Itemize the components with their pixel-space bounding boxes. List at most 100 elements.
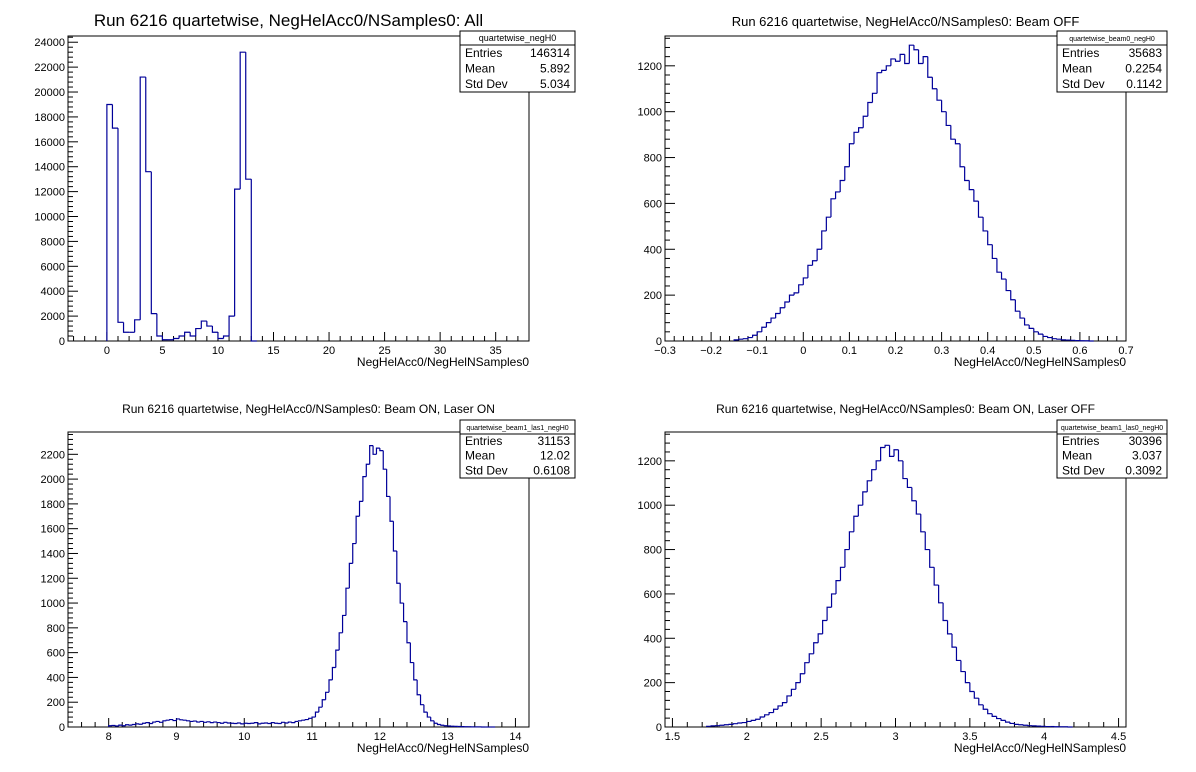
histogram-bin	[118, 724, 123, 727]
stats-box: quartetwise_beam1_las0_negH0 Entries 30396…	[1056, 419, 1168, 479]
histogram-bin	[426, 712, 431, 718]
histogram-bin	[969, 682, 975, 693]
histogram-bin	[897, 449, 903, 462]
y-tick-label: 200	[644, 290, 662, 302]
histogram-bin	[706, 725, 712, 727]
histogram-bin	[759, 716, 765, 720]
histogram-bin	[240, 723, 245, 725]
histogram-bin	[297, 720, 302, 722]
histogram-bin	[1009, 722, 1015, 725]
histogram-bin	[798, 284, 804, 293]
x-tick-label: 0.5	[1026, 345, 1041, 357]
x-tick-label: 9	[173, 731, 179, 743]
histogram-bin	[152, 721, 157, 724]
y-tick-label: 600	[47, 648, 65, 660]
histogram-bin	[784, 301, 790, 308]
histogram-bin	[996, 716, 1002, 720]
stats-box: quartetwise_beam1_las1_negH0 Entries 31153…	[459, 419, 576, 479]
histogram-bin	[155, 720, 160, 723]
histogram-bin	[125, 724, 130, 726]
histogram-bin	[936, 88, 942, 101]
histogram-bin	[732, 723, 738, 725]
histogram-bin	[375, 447, 380, 455]
histogram-bin	[1023, 318, 1030, 326]
histogram-bin	[775, 312, 781, 319]
histogram-series	[733, 44, 1094, 342]
histogram-bin	[756, 331, 762, 336]
histogram-bin	[755, 718, 761, 721]
histogram-bin	[866, 480, 872, 492]
histogram-bin	[977, 201, 984, 218]
stats-box-name: quartetwise_beam1_las1_negH0	[466, 425, 568, 432]
histogram-bin	[1028, 324, 1034, 329]
stats-std-value: 0.3092	[1125, 463, 1162, 477]
histogram-series	[106, 51, 257, 342]
histogram-bin	[942, 602, 948, 622]
histogram-bin	[331, 666, 336, 680]
histogram-bin	[996, 258, 1002, 273]
stats-std-label: Std Dev	[465, 463, 508, 477]
x-tick-label: 0.4	[980, 345, 995, 357]
histogram-bin	[1013, 723, 1019, 725]
histogram-bin	[788, 294, 795, 303]
stats-mean-value: 0.2254	[1125, 61, 1162, 75]
x-tick-label: 14	[509, 731, 521, 743]
x-tick-label: −0.2	[700, 345, 722, 357]
x-tick-label: 11	[306, 731, 317, 743]
y-tick-label: 1200	[41, 573, 65, 585]
histogram-bin	[213, 721, 218, 723]
histogram-bin	[348, 562, 353, 589]
stats-mean-value: 12.02	[540, 449, 570, 463]
y-tick-label: 600	[644, 198, 662, 210]
histogram-bin	[920, 514, 926, 533]
x-tick-label: 8	[106, 731, 112, 743]
histogram-bin	[172, 337, 180, 340]
histogram-bin	[169, 718, 174, 721]
histogram-bin	[253, 722, 258, 724]
histogram-bin	[345, 587, 350, 616]
histogram-bin	[382, 450, 387, 470]
histogram-bin	[848, 531, 854, 550]
histogram-bin	[189, 332, 196, 337]
histogram-bin	[844, 548, 850, 568]
x-tick-label: 2.5	[813, 731, 828, 743]
histogram-bin	[195, 327, 202, 337]
histogram-bin	[141, 722, 146, 725]
histogram-bin	[964, 166, 970, 182]
stats-box-name: quartetwise_beam0_negH0	[1069, 36, 1155, 43]
histogram-bin	[746, 720, 752, 723]
y-tick-label: 1000	[638, 500, 662, 512]
histogram-bin	[871, 469, 877, 481]
x-tick-label: −0.1	[746, 345, 768, 357]
histogram-bin	[1047, 336, 1053, 339]
histogram-bin	[991, 244, 997, 260]
histogram-bin	[291, 722, 296, 724]
histogram-bin	[922, 56, 928, 64]
plot-frame	[67, 35, 530, 342]
x-tick-label: 13	[442, 731, 454, 743]
x-tick-label: 4	[1041, 731, 1047, 743]
histogram-bin	[111, 104, 118, 129]
histogram-bin	[839, 566, 845, 581]
histogram-bin	[941, 100, 947, 113]
stats-box-name: quartetwise_beam1_las0_negH0	[1061, 425, 1163, 432]
histogram-bin	[875, 460, 881, 470]
histogram-bin	[795, 682, 801, 690]
histogram-bin	[328, 679, 333, 693]
stats-box-name: quartetwise_negH0	[479, 33, 557, 43]
plot-title: Run 6216 quartetwise, NegHelAcc0/NSample…	[122, 402, 495, 416]
histogram-bin	[733, 339, 739, 341]
plot-title: Run 6216 quartetwise, NegHelAcc0/NSample…	[732, 14, 1080, 29]
histogram-bin	[931, 77, 937, 90]
histogram-panel-4: Run 6216 quartetwise, NegHelAcc0/NSample…	[638, 402, 1168, 755]
histogram-bin	[308, 717, 313, 720]
histogram-bin	[139, 76, 146, 320]
histogram-bin	[1014, 299, 1020, 312]
histogram-bin	[389, 496, 394, 522]
stats-mean-label: Mean	[1062, 61, 1092, 75]
stats-entries-value: 35683	[1129, 46, 1163, 60]
histogram-bin	[951, 633, 957, 648]
histogram-bin	[871, 92, 878, 103]
x-axis-label: NegHelAcc0/NegHelNSamples0	[954, 741, 1126, 755]
stats-std-label: Std Dev	[1062, 463, 1105, 477]
